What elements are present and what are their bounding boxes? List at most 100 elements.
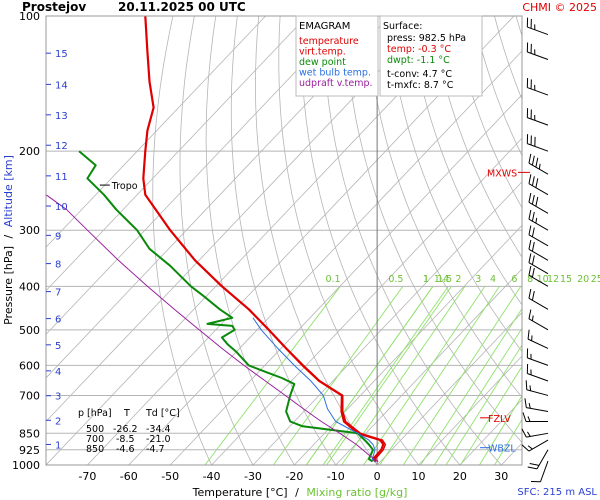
- dry-adiabat-line: [408, 16, 522, 306]
- wind-barb-feather: [525, 380, 528, 390]
- legend-item-label: wet bulb temp.: [299, 68, 371, 79]
- wind-barb: [528, 174, 549, 196]
- altitude-tick-label: 4: [55, 367, 61, 378]
- pressure-tick-label: 925: [19, 444, 40, 457]
- temperature-tick-label: -40: [203, 470, 221, 483]
- mixing-ratio-line: [494, 418, 522, 465]
- y-axis-title: Pressure [hPa] / Altitude [km]: [2, 155, 15, 325]
- pressure-tick-label: 200: [19, 145, 40, 158]
- wind-barb-feather: [531, 227, 535, 237]
- dry-adiabat-line: [472, 16, 522, 157]
- pressure-tick-label: 700: [19, 389, 40, 402]
- isotherm-line: [335, 268, 522, 465]
- dry-adiabat-line: [451, 16, 522, 209]
- altitude-tick-label: 14: [55, 80, 68, 91]
- wind-barb-staff: [527, 117, 549, 126]
- mixing-ratio-tick-label: 1: [423, 274, 429, 285]
- freezing-level-label: FZLV: [488, 414, 511, 425]
- annotations: Tropo MXWS FZLV WBZL: [99, 168, 530, 455]
- mixing-ratio-tick-label: 6: [511, 274, 517, 285]
- mixing-ratio-line: [272, 286, 404, 465]
- wind-barb-feather: [535, 178, 539, 188]
- pressure-lines: [46, 16, 522, 465]
- wind-barb: [526, 348, 549, 366]
- wind-barb-half-feather: [538, 163, 541, 170]
- temperature-tick-label: -20: [285, 470, 303, 483]
- wind-barb-staff: [527, 87, 549, 96]
- altitude-tick-label: 8: [55, 260, 61, 271]
- wind-barb: [528, 192, 549, 214]
- wind-barb-staff: [528, 439, 549, 452]
- wind-barb-feather: [531, 155, 535, 166]
- wind-barb-feather: [531, 267, 535, 278]
- table-cell: 500: [86, 424, 104, 435]
- temperature-tick-label: -70: [78, 470, 96, 483]
- wind-barb: [530, 460, 549, 483]
- table-cell: -4.7: [146, 444, 165, 455]
- altitude-tick-label: 15: [55, 49, 68, 60]
- legend-item-label: dew point: [299, 57, 346, 68]
- sounding-datetime: 20.11.2025 00 UTC: [118, 0, 246, 14]
- wind-barb-staff: [526, 407, 549, 412]
- wind-barb-staff: [528, 248, 549, 261]
- wind-barb: [521, 439, 549, 452]
- mixing-ratio-tick-label: 25: [591, 274, 600, 285]
- legend-item-label: temperature: [299, 36, 359, 47]
- mixing-ratio-line: [420, 307, 522, 465]
- wind-barb-staff: [527, 143, 549, 152]
- wind-barb: [526, 78, 549, 96]
- isotherm-line: [211, 137, 522, 465]
- temperature-tick-label: 10: [412, 470, 426, 483]
- table-row: 700 -8.5 -21.0: [86, 434, 171, 445]
- mixing-ratio-tick-label: 4: [490, 274, 496, 285]
- plot-frame: [45, 15, 523, 466]
- wind-barb-feather: [527, 329, 530, 340]
- series-line-wet-bulb: [252, 317, 376, 462]
- wind-barb-feather: [528, 174, 532, 184]
- pressure-tick-label: 500: [19, 324, 40, 337]
- surface-elevation-label: SFC: 215 m ASL: [517, 487, 597, 498]
- surface-press: press: 982.5 hPa: [387, 33, 466, 44]
- wind-barb-feather: [521, 428, 527, 438]
- wind-barb-feather: [531, 290, 535, 301]
- table-cell: -4.6: [116, 444, 135, 455]
- wind-barb-feather: [531, 211, 535, 222]
- wind-barb-feather: [528, 288, 532, 299]
- pressure-tick-label: 1000: [12, 459, 40, 472]
- station-name: Prostejov: [22, 0, 86, 14]
- table-header-t: T: [123, 408, 130, 419]
- wind-barb-half-feather: [527, 445, 533, 450]
- wind-barbs: [521, 17, 549, 483]
- wind-barb-feather: [529, 462, 540, 466]
- mxws-label: MXWS: [487, 168, 517, 179]
- wind-barb: [526, 42, 549, 60]
- wind-barb-staff: [528, 183, 549, 196]
- wind-barb: [527, 329, 549, 349]
- mixing-ratio-line: [341, 286, 466, 465]
- mixing-ratio-tick-label: 3: [475, 274, 481, 285]
- wind-barb-staff: [528, 297, 549, 310]
- surface-tconv: t-conv: 4.7 °C: [387, 69, 452, 80]
- temperature-tick-label: -50: [161, 470, 179, 483]
- wind-barb-staff: [527, 51, 549, 60]
- wind-barb: [528, 239, 549, 261]
- pressure-axis: 100 200 300 400 500 600 700 850 925 1000: [12, 10, 40, 472]
- altitude-tick-label: 13: [55, 111, 68, 122]
- surface-temp: temp: -0.3 °C: [387, 44, 451, 55]
- mixing-ratio-line: [402, 286, 522, 465]
- tropopause-label: Tropo: [111, 181, 138, 192]
- dry-adiabat-line: [429, 16, 522, 258]
- series-line-dew-point: [78, 150, 374, 463]
- wind-barb-staff: [527, 338, 549, 349]
- altitude-tick-label: 12: [55, 141, 68, 152]
- mixing-ratio-line: [363, 286, 486, 465]
- wind-barb-feather: [528, 253, 532, 263]
- isotherm-line: [252, 181, 522, 465]
- wind-barb: [528, 253, 549, 275]
- dry-adiabat-line: [152, 16, 212, 465]
- wind-barb-staff: [528, 162, 549, 175]
- wet-bulb-zero-label: WBZL: [488, 444, 516, 455]
- altitude-tick-label: 7: [55, 288, 61, 299]
